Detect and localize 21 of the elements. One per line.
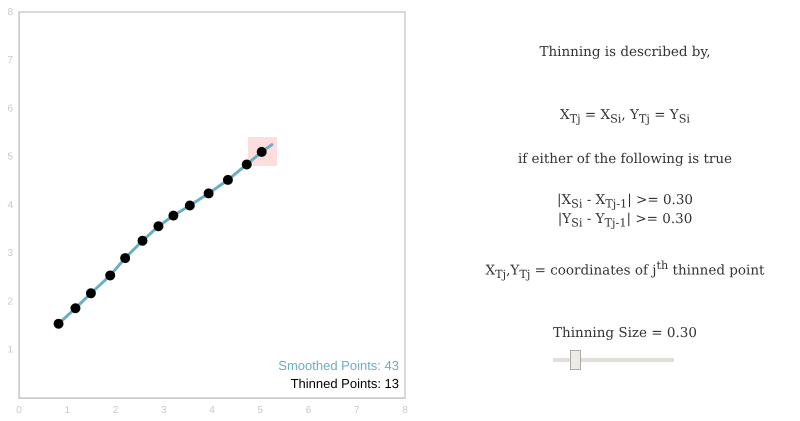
text: Thinned Points: 13 <box>290 376 399 391</box>
point <box>184 200 195 210</box>
point <box>168 210 178 221</box>
text: Smoothed Points: 43 <box>278 358 399 373</box>
text: if either of the following is true <box>516 151 734 167</box>
text: Thinning is described by, <box>538 44 712 60</box>
point <box>242 159 252 170</box>
text: |X$_{Si}$ - X$_{Tj-1}$| >= 0.30 <box>556 192 694 211</box>
point <box>138 236 148 246</box>
text: X$_{Tj}$,Y$_{Tj}$ = coordinates of j$^{th}$ thinned point <box>484 259 766 282</box>
text: X$_{Tj}$ = X$_{Si}$, Y$_{Tj}$ = Y$_{Si}$ <box>558 107 692 126</box>
point <box>105 270 116 280</box>
point <box>54 318 64 329</box>
text: Thinning Size = 0.30 <box>552 325 698 341</box>
text: |Y$_{Si}$ - Y$_{Tj-1}$| >= 0.30 <box>556 211 694 230</box>
point <box>86 288 96 298</box>
point <box>153 221 164 232</box>
point <box>204 188 214 198</box>
point <box>70 303 80 314</box>
point <box>222 174 233 185</box>
point <box>120 253 130 264</box>
